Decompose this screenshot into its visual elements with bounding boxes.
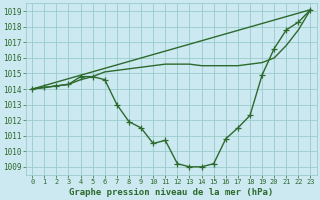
X-axis label: Graphe pression niveau de la mer (hPa): Graphe pression niveau de la mer (hPa) <box>69 188 274 197</box>
